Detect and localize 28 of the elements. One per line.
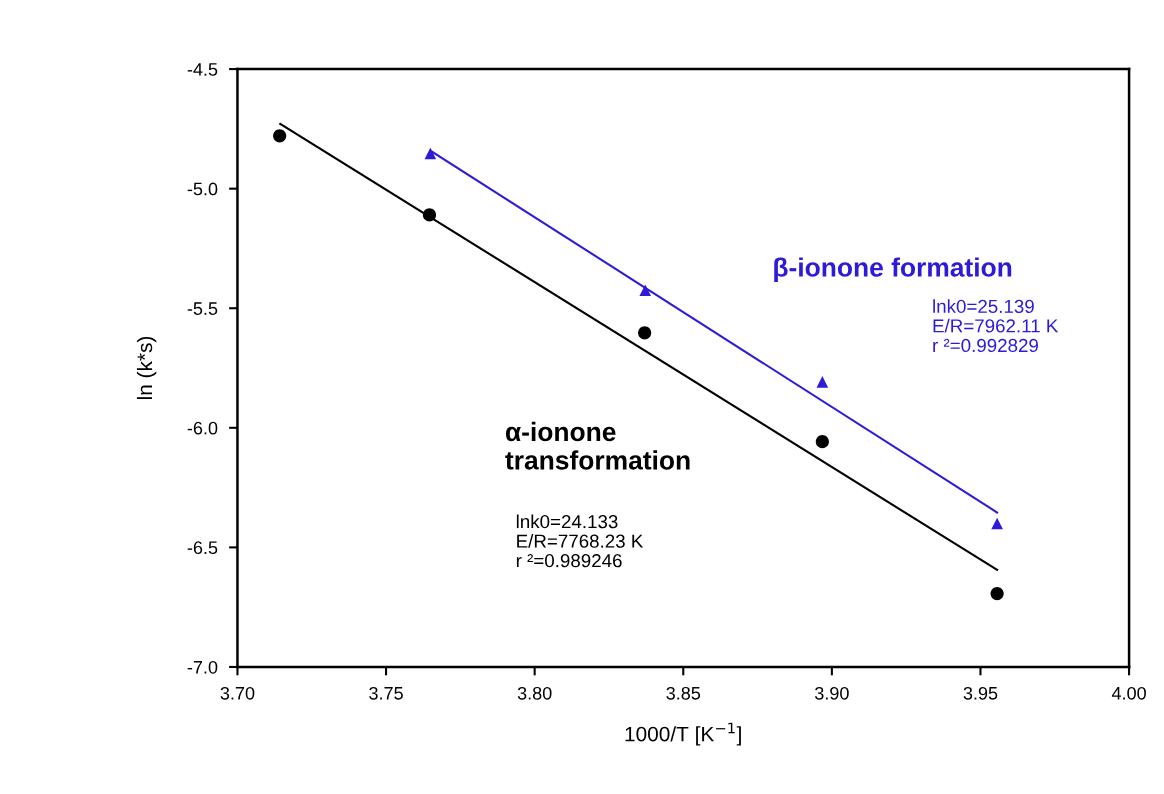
point xyxy=(638,326,652,340)
x-tick-label: 3.90 xyxy=(814,686,849,700)
x-tick-label: 3.80 xyxy=(517,686,552,700)
y-tick-label: -7.0 xyxy=(187,660,218,674)
y-tick-label: -4.5 xyxy=(187,63,218,76)
x-tick-label: 3.75 xyxy=(369,686,403,700)
text: α-ionone transformation xyxy=(505,421,690,470)
x-tick-label: 3.85 xyxy=(666,686,701,700)
point xyxy=(815,435,829,449)
point xyxy=(422,208,437,222)
x-tick-label: 3.70 xyxy=(220,686,255,700)
text: β-ionone formation xyxy=(774,257,1012,283)
y-tick-label: -5.0 xyxy=(187,182,218,196)
point xyxy=(990,586,1004,601)
annotation: lnk0=24.133 E/R=7768.23 K r ²=0.989246 xyxy=(516,514,644,568)
y-tick-label: -6.0 xyxy=(187,421,218,435)
x-tick-label: 4.00 xyxy=(1111,686,1146,700)
point xyxy=(639,284,652,297)
x-axis-title: 1000/T [K$^{−1}$] xyxy=(625,722,741,746)
point xyxy=(816,376,829,388)
annotation: lnk0=25.139 E/R=7962.11 K r ²=0.992829 xyxy=(933,299,1059,353)
y-axis-title: ln (k*s) xyxy=(136,336,157,400)
point xyxy=(273,129,287,143)
y-tick-label: -6.5 xyxy=(187,541,218,555)
y-tick-label: -5.5 xyxy=(187,302,218,315)
point xyxy=(991,517,1003,530)
point xyxy=(424,147,437,160)
x-tick-label: 3.95 xyxy=(963,686,998,700)
